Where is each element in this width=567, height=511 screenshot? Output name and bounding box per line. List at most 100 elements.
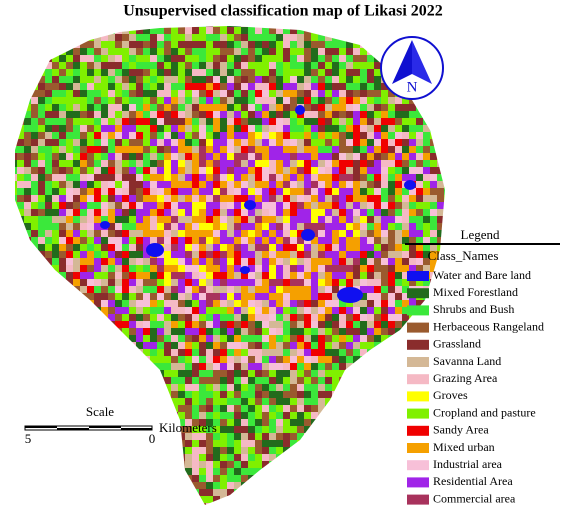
land-cover-patch	[129, 405, 136, 412]
land-cover-patch	[262, 90, 269, 97]
land-cover-patch	[38, 384, 45, 391]
land-cover-patch	[38, 482, 45, 489]
land-cover-patch	[290, 34, 297, 41]
land-cover-patch	[164, 300, 171, 307]
land-cover-patch	[150, 167, 157, 174]
land-cover-patch	[192, 223, 199, 230]
land-cover-patch	[402, 258, 409, 265]
land-cover-patch	[73, 272, 80, 279]
land-cover-patch	[241, 489, 248, 496]
land-cover-patch	[206, 125, 213, 132]
land-cover-patch	[339, 195, 346, 202]
land-cover-patch	[423, 454, 430, 461]
land-cover-patch	[185, 342, 192, 349]
land-cover-patch	[206, 111, 213, 118]
legend-swatch	[407, 374, 429, 385]
land-cover-patch	[52, 482, 59, 489]
land-cover-patch	[388, 153, 395, 160]
land-cover-patch	[59, 321, 66, 328]
land-cover-patch	[24, 454, 31, 461]
land-cover-patch	[388, 188, 395, 195]
land-cover-patch	[87, 433, 94, 440]
land-cover-patch	[52, 111, 59, 118]
land-cover-patch	[52, 496, 59, 503]
land-cover-patch	[52, 468, 59, 475]
land-cover-patch	[164, 328, 171, 335]
land-cover-patch	[318, 398, 325, 405]
land-cover-patch	[220, 55, 227, 62]
land-cover-patch	[283, 468, 290, 475]
land-cover-patch	[276, 307, 283, 314]
land-cover-patch	[437, 188, 444, 195]
land-cover-patch	[122, 90, 129, 97]
land-cover-patch	[108, 356, 115, 363]
land-cover-patch	[15, 76, 17, 83]
land-cover-patch	[269, 356, 276, 363]
land-cover-patch	[416, 118, 423, 125]
land-cover-patch	[318, 195, 325, 202]
land-cover-patch	[80, 461, 87, 468]
land-cover-patch	[101, 26, 108, 27]
land-cover-patch	[24, 321, 31, 328]
land-cover-patch	[360, 125, 367, 132]
land-cover-patch	[15, 279, 17, 286]
land-cover-patch	[339, 216, 346, 223]
land-cover-patch	[255, 167, 262, 174]
land-cover-patch	[220, 370, 227, 377]
land-cover-patch	[31, 405, 38, 412]
land-cover-patch	[185, 475, 192, 482]
land-cover-patch	[346, 125, 353, 132]
land-cover-patch	[199, 468, 206, 475]
land-cover-patch	[115, 440, 122, 447]
land-cover-patch	[59, 447, 66, 454]
land-cover-patch	[24, 111, 31, 118]
land-cover-patch	[17, 419, 24, 426]
land-cover-patch	[199, 433, 206, 440]
land-cover-patch	[164, 181, 171, 188]
land-cover-patch	[262, 139, 269, 146]
land-cover-patch	[423, 265, 430, 272]
land-cover-patch	[45, 293, 52, 300]
land-cover-patch	[24, 279, 31, 286]
land-cover-patch	[332, 468, 339, 475]
land-cover-patch	[199, 328, 206, 335]
land-cover-patch	[360, 363, 367, 370]
land-cover-patch	[185, 174, 192, 181]
land-cover-patch	[178, 26, 185, 27]
land-cover-patch	[150, 90, 157, 97]
land-cover-patch	[164, 139, 171, 146]
land-cover-patch	[178, 489, 185, 496]
land-cover-patch	[94, 454, 101, 461]
land-cover-patch	[199, 216, 206, 223]
land-cover-patch	[367, 475, 374, 482]
land-cover-patch	[59, 181, 66, 188]
land-cover-patch	[374, 244, 381, 251]
land-cover-patch	[38, 335, 45, 342]
land-cover-patch	[227, 335, 234, 342]
land-cover-patch	[101, 496, 108, 503]
land-cover-patch	[262, 97, 269, 104]
land-cover-patch	[283, 26, 290, 27]
land-cover-patch	[24, 244, 31, 251]
land-cover-patch	[80, 475, 87, 482]
land-cover-patch	[255, 412, 262, 419]
land-cover-patch	[311, 433, 318, 440]
land-cover-patch	[241, 174, 248, 181]
land-cover-patch	[360, 132, 367, 139]
land-cover-patch	[52, 69, 59, 76]
land-cover-patch	[192, 237, 199, 244]
land-cover-patch	[115, 237, 122, 244]
land-cover-patch	[31, 384, 38, 391]
land-cover-patch	[290, 272, 297, 279]
land-cover-patch	[304, 132, 311, 139]
land-cover-patch	[31, 377, 38, 384]
land-cover-patch	[346, 244, 353, 251]
land-cover-patch	[297, 321, 304, 328]
land-cover-patch	[220, 230, 227, 237]
land-cover-patch	[325, 272, 332, 279]
land-cover-patch	[283, 216, 290, 223]
land-cover-patch	[80, 104, 87, 111]
land-cover-patch	[38, 258, 45, 265]
land-cover-patch	[185, 230, 192, 237]
